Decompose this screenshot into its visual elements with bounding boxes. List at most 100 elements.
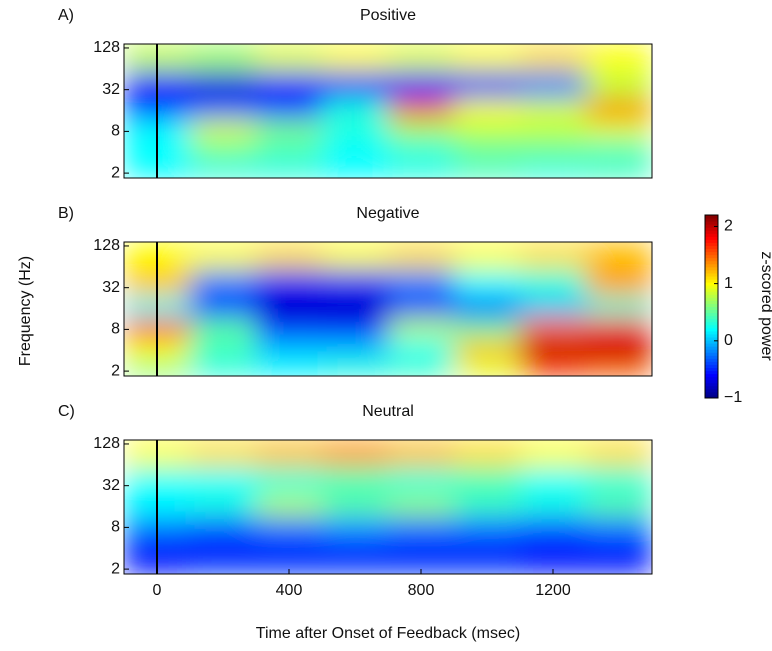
heat-cell	[256, 296, 323, 318]
heat-cell	[322, 338, 389, 360]
colorbar-step	[705, 318, 718, 323]
colorbar-step	[705, 327, 718, 332]
heat-cell	[388, 242, 455, 270]
plot-frame	[123, 241, 653, 377]
colorbar-step	[705, 260, 718, 265]
heat-cell	[256, 140, 323, 162]
heat-cell	[586, 440, 652, 468]
y-axis-label: Frequency (Hz)	[17, 256, 34, 366]
heat-cell	[520, 160, 587, 178]
colorbar-tick-label: −1	[724, 389, 742, 406]
y-tick-label: 128	[93, 237, 120, 254]
heat-cell	[256, 268, 323, 297]
panel-label: B)	[58, 205, 74, 222]
heat-cell	[454, 242, 521, 270]
heat-cell	[586, 358, 652, 376]
heat-cell	[256, 358, 323, 376]
colorbar-step	[705, 282, 718, 286]
heat-cell	[190, 440, 257, 468]
heat-cell	[190, 70, 257, 99]
heat-cell	[454, 119, 521, 141]
colorbar-step	[705, 343, 718, 347]
colorbar-step	[705, 312, 718, 317]
heat-cell	[256, 338, 323, 360]
colorbar-step	[705, 309, 718, 314]
colorbar-step	[705, 215, 718, 219]
colorbar-step	[705, 355, 718, 359]
heat-cell	[586, 44, 652, 72]
heat-cell	[454, 515, 521, 537]
heat-cell	[520, 358, 587, 376]
colorbar-step	[705, 285, 718, 289]
colorbar-step	[705, 263, 718, 268]
heat-cell	[388, 119, 455, 141]
colorbar-step	[705, 218, 718, 222]
heat-cell	[322, 296, 389, 318]
heat-cell	[454, 440, 521, 468]
heatmap-clip	[124, 242, 652, 376]
panel-label: C)	[58, 403, 75, 420]
heat-cell	[520, 44, 587, 72]
colorbar-step	[705, 367, 718, 372]
heat-cell	[256, 98, 323, 120]
heat-cell	[520, 268, 587, 297]
colorbar-step	[705, 330, 718, 335]
colorbar-step	[705, 297, 718, 301]
y-tick-label: 128	[93, 39, 120, 56]
heat-cell	[586, 515, 652, 537]
colorbar-tick-label: 2	[724, 218, 733, 235]
colorbar-step	[705, 230, 718, 234]
colorbar-step	[705, 352, 718, 356]
heat-cell	[454, 268, 521, 297]
heat-cell	[586, 338, 652, 360]
colorbar-step	[705, 321, 718, 326]
heat-cell	[520, 556, 587, 574]
colorbar-step	[705, 266, 718, 271]
heat-cell	[520, 317, 587, 339]
heat-cell	[454, 494, 521, 516]
heat-cell	[190, 317, 257, 339]
heat-cell	[586, 268, 652, 297]
heat-cell	[586, 317, 652, 339]
colorbar-step	[705, 394, 718, 399]
heat-cell	[190, 536, 257, 558]
colorbar-step	[705, 272, 718, 277]
heat-cell	[190, 140, 257, 162]
panel-title: Negative	[356, 205, 419, 222]
colorbar-step	[705, 361, 718, 365]
colorbar-step	[705, 382, 718, 387]
heat-cell	[586, 466, 652, 495]
plot-frame	[123, 43, 653, 179]
heat-cell	[520, 494, 587, 516]
y-tick-label: 8	[111, 123, 120, 140]
heat-cell	[586, 119, 652, 141]
heat-cell	[190, 160, 257, 178]
colorbar-step	[705, 248, 718, 253]
heat-cell	[322, 268, 389, 297]
colorbar-step	[705, 269, 718, 274]
heat-cell	[388, 70, 455, 99]
heat-cell	[520, 242, 587, 270]
heat-cell	[454, 296, 521, 318]
heatmap-clip	[124, 440, 652, 574]
heat-cell	[190, 556, 257, 574]
heat-cell	[256, 536, 323, 558]
colorbar-step	[705, 294, 718, 298]
x-tick-label: 800	[408, 582, 435, 599]
heat-cell	[388, 140, 455, 162]
y-tick-label: 8	[111, 519, 120, 536]
heat-cell	[586, 242, 652, 270]
colorbar-step	[705, 288, 718, 292]
colorbar-step	[705, 224, 718, 228]
heat-cell	[388, 268, 455, 297]
heat-cell	[520, 515, 587, 537]
y-tick-label: 32	[102, 477, 120, 494]
colorbar-step	[705, 340, 718, 344]
heat-cell	[256, 242, 323, 270]
heat-cell	[388, 338, 455, 360]
colorbar-step	[705, 251, 718, 256]
heat-cell	[520, 338, 587, 360]
colorbar-step	[705, 279, 718, 283]
heat-cell	[322, 119, 389, 141]
